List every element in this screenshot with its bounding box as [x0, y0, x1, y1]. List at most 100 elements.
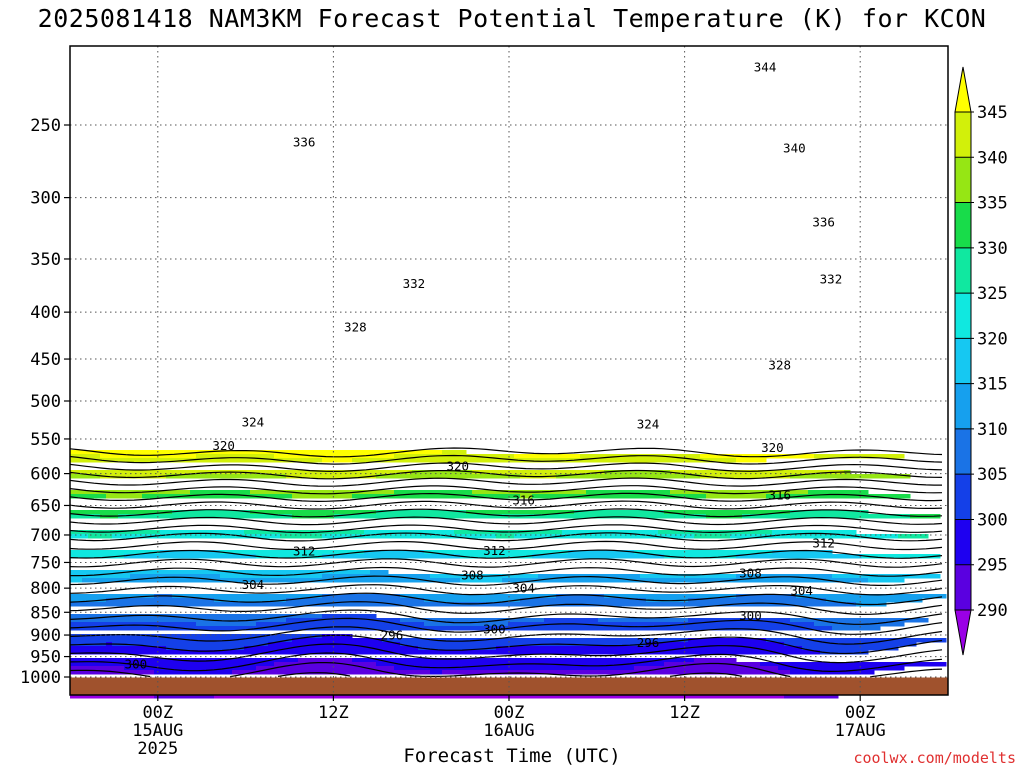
colorbar-label: 345: [977, 103, 1008, 123]
colorbar-segment: [955, 383, 971, 430]
colorbar-segment: [955, 293, 971, 339]
y-tick-label: 550: [30, 430, 61, 450]
y-tick-label: 850: [30, 603, 61, 623]
colorbar-label: 300: [977, 510, 1008, 530]
colorbar-label: 340: [977, 148, 1008, 168]
colorbar-segment: [955, 428, 971, 475]
colorbar-label: 290: [977, 601, 1008, 621]
contour-338: [69, 477, 942, 487]
contour-label: 304: [242, 577, 265, 592]
colorbar-label: 335: [977, 194, 1008, 214]
contour-340: [69, 469, 943, 480]
contour-330: [69, 508, 943, 518]
x-tick-label: 00Z: [142, 703, 173, 723]
contour-324: [69, 532, 943, 542]
y-tick-label: 300: [30, 189, 61, 209]
contour-label: 300: [483, 621, 506, 636]
contour-label: 320: [212, 438, 235, 453]
colorbar-label: 325: [977, 284, 1008, 304]
contour-label: 332: [403, 276, 426, 291]
chart-title: 2025081418 NAM3KM Forecast Potential Tem…: [37, 4, 987, 33]
y-tick-label: 250: [30, 116, 61, 136]
y-tick-label: 1000: [20, 668, 61, 688]
contour-292: [277, 672, 743, 677]
contour-label: 340: [783, 141, 806, 156]
y-tick-label: 700: [30, 526, 61, 546]
contour-label: 304: [790, 583, 813, 598]
colorbar-label: 320: [977, 329, 1008, 349]
contour-336: [69, 485, 943, 495]
contour-labels: 344 336 340 336 332 332 328 328 324 324 320 320 320 3…: [125, 59, 843, 671]
x-tick-year: 2025: [137, 739, 178, 759]
contour-312: [69, 584, 943, 596]
contour-label: 328: [768, 358, 791, 373]
x-axis-label: Forecast Time (UTC): [403, 745, 621, 767]
colorbar-label: 305: [977, 465, 1008, 485]
colorbar-segment: [955, 338, 971, 385]
colorbar-segment: [955, 202, 971, 249]
contour-346: [69, 447, 943, 458]
y-tick-label: 400: [30, 303, 61, 323]
contour-label: 296: [381, 628, 404, 643]
contour-298: [69, 643, 943, 664]
contour-322: [69, 540, 943, 551]
x-tick-label: 12Z: [318, 703, 349, 723]
y-tick-label: 350: [30, 250, 61, 270]
contour-label: 320: [761, 440, 784, 455]
x-tick-label: 00Z: [845, 703, 876, 723]
contour-label: 308: [461, 567, 484, 582]
y-tick-label: 600: [30, 465, 61, 485]
grid: [70, 46, 948, 695]
contour-344: [69, 454, 943, 465]
colorbar-label: 315: [977, 375, 1008, 395]
contour-342: [69, 462, 943, 473]
x-tick-label: 12Z: [669, 703, 700, 723]
contour-label: 332: [820, 271, 843, 286]
x-tick-date: 17AUG: [835, 721, 886, 741]
colorbar-segment: [955, 564, 971, 611]
contour-label: 324: [637, 417, 660, 432]
x-tick-label: 00Z: [494, 703, 525, 723]
contour-label: 344: [754, 59, 777, 74]
contour-304: [69, 617, 943, 635]
contour-label: 316: [768, 487, 791, 502]
contour-316: [70, 566, 943, 577]
contour-320: [69, 549, 943, 559]
colorbar-label: 310: [977, 420, 1008, 440]
contour-label: 336: [293, 135, 316, 150]
y-tick-label: 900: [30, 626, 61, 646]
contour-310: [69, 592, 943, 606]
colorbar-segment: [955, 247, 971, 294]
contour-label: 320: [446, 459, 469, 474]
y-tick-label: 750: [30, 553, 61, 573]
contour-label: 296: [637, 635, 660, 650]
contour-294: [69, 662, 943, 678]
contour-296: [69, 652, 943, 673]
contour-308: [69, 601, 943, 616]
y-tick-label: 500: [30, 392, 61, 412]
colorbar-top-arrow: [954, 66, 972, 113]
colorbar-label: 295: [977, 556, 1008, 576]
colorbar-segment: [955, 519, 971, 566]
colorbar-label: 330: [977, 239, 1008, 259]
contour-334: [69, 492, 943, 503]
contour-326: [69, 524, 943, 534]
y-axis: 250 300 350 400 450 500 550 600 650 700 750 800 850 9…: [20, 116, 70, 688]
contour-label: 328: [344, 319, 367, 334]
y-tick-label: 800: [30, 579, 61, 599]
x-tick-date: 15AUG: [132, 721, 183, 741]
contour-label: 336: [812, 215, 835, 230]
y-tick-label: 650: [30, 496, 61, 516]
contour-lines: [69, 447, 943, 678]
colorbar-segment: [955, 157, 971, 203]
contour-label: 324: [242, 414, 265, 429]
contour-label: 300: [125, 657, 148, 672]
contour-label: 312: [293, 544, 316, 559]
contour-label: 300: [739, 608, 762, 623]
contour-300: [69, 634, 943, 655]
contour-302: [69, 626, 943, 645]
colorbar-segment: [955, 474, 971, 520]
